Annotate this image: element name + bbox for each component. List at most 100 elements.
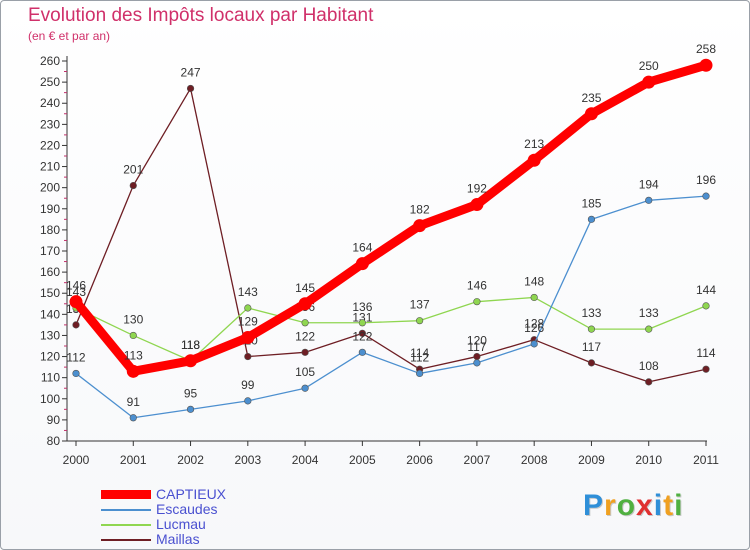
logo-letter: x — [636, 489, 654, 522]
legend-swatch-escaudes — [101, 509, 151, 511]
legend-swatch-captieux — [101, 490, 151, 499]
data-label-escaudes: 185 — [581, 196, 601, 210]
data-label-captieux: 235 — [581, 91, 601, 105]
y-tick-label: 120 — [40, 350, 60, 364]
data-point-captieux — [241, 331, 255, 345]
legend-item-maillas: Maillas — [101, 531, 301, 547]
data-point-escaudes — [702, 192, 710, 200]
data-point-captieux — [184, 354, 198, 368]
data-label-maillas: 128 — [524, 317, 544, 331]
data-label-maillas: 114 — [410, 346, 429, 360]
data-point-escaudes — [473, 359, 481, 367]
y-tick-label: 180 — [40, 223, 60, 237]
logo-letter: i — [653, 489, 664, 522]
data-label-maillas: 117 — [582, 340, 601, 354]
legend-label-lucmau: Lucmau — [156, 516, 206, 532]
x-tick-label: 2003 — [234, 453, 261, 467]
data-point-maillas — [301, 348, 309, 356]
x-tick-label: 2000 — [63, 453, 90, 467]
data-point-captieux — [642, 75, 656, 89]
data-label-escaudes: 126 — [524, 321, 544, 335]
logo-letter: P — [583, 489, 605, 522]
data-label-escaudes: 105 — [295, 365, 315, 379]
data-point-captieux — [699, 58, 713, 72]
data-label-lucmau: 148 — [524, 274, 544, 288]
series-line-captieux — [71, 60, 711, 376]
y-tick-label: 140 — [40, 307, 60, 321]
y-tick-label: 110 — [41, 371, 60, 385]
x-tick-label: 2006 — [406, 453, 433, 467]
data-point-escaudes — [358, 348, 366, 356]
data-label-maillas: 114 — [696, 346, 715, 360]
data-point-maillas — [72, 321, 80, 329]
data-label-escaudes: 196 — [696, 173, 716, 187]
data-label-captieux: 250 — [639, 59, 659, 73]
y-tick-label: 230 — [40, 117, 60, 131]
data-label-lucmau: 137 — [410, 298, 430, 312]
data-label-lucmau: 133 — [639, 306, 659, 320]
data-point-escaudes — [416, 369, 424, 378]
data-label-captieux: 129 — [238, 315, 258, 329]
x-tick-label: 2010 — [635, 453, 662, 467]
data-label-lucmau: 133 — [581, 306, 601, 320]
data-label-maillas: 122 — [295, 329, 315, 343]
data-point-lucmau — [645, 325, 653, 333]
series-line-lucmau — [75, 296, 707, 362]
data-point-captieux — [298, 297, 312, 311]
data-point-lucmau — [129, 331, 137, 340]
data-point-captieux — [413, 219, 427, 233]
data-point-maillas — [244, 352, 252, 361]
data-point-captieux — [355, 257, 369, 271]
data-point-lucmau — [530, 293, 538, 302]
series-line-maillas — [75, 87, 707, 383]
data-point-lucmau — [587, 325, 596, 333]
data-point-escaudes — [72, 369, 80, 378]
data-point-escaudes — [186, 405, 195, 413]
y-tick-label: 80 — [47, 434, 61, 448]
logo-letter: o — [616, 489, 637, 522]
data-point-captieux — [69, 295, 83, 309]
data-label-lucmau: 118 — [181, 338, 200, 352]
data-label-captieux: 164 — [352, 241, 372, 255]
legend-item-lucmau: Lucmau — [101, 516, 301, 532]
data-point-maillas — [358, 329, 366, 337]
x-tick-label: 2011 — [693, 453, 719, 467]
data-point-lucmau — [358, 319, 366, 327]
y-tick-label: 170 — [40, 244, 60, 258]
x-tick-label: 2007 — [464, 453, 491, 467]
legend-label-maillas: Maillas — [156, 531, 200, 547]
data-point-lucmau — [473, 298, 481, 306]
data-point-escaudes — [301, 384, 309, 392]
data-point-escaudes — [530, 340, 538, 348]
legend-item-captieux: CAPTIEUX — [101, 486, 301, 502]
data-point-maillas — [473, 352, 481, 361]
data-point-captieux — [527, 153, 541, 167]
data-label-lucmau: 136 — [352, 300, 372, 314]
data-label-maillas: 131 — [352, 310, 372, 324]
data-point-lucmau — [301, 319, 309, 327]
data-label-captieux: 146 — [66, 279, 86, 293]
legend-label-escaudes: Escaudes — [156, 501, 218, 517]
data-label-escaudes: 91 — [127, 395, 141, 409]
data-label-captieux: 145 — [295, 281, 315, 295]
data-point-captieux — [470, 198, 484, 212]
data-label-captieux: 113 — [124, 348, 143, 362]
data-label-lucmau: 144 — [696, 283, 716, 297]
data-label-lucmau: 143 — [238, 285, 258, 299]
data-label-escaudes: 117 — [467, 340, 486, 354]
logo-letter: i — [674, 489, 684, 522]
y-tick-label: 260 — [40, 54, 60, 68]
data-label-captieux: 258 — [696, 42, 716, 56]
x-tick-label: 2004 — [292, 453, 319, 467]
x-tick-label: 2005 — [349, 453, 376, 467]
data-point-maillas — [702, 365, 710, 373]
data-point-lucmau — [416, 317, 424, 325]
data-label-lucmau: 130 — [123, 312, 143, 326]
y-tick-label: 150 — [40, 286, 60, 300]
data-point-captieux — [126, 364, 140, 378]
data-point-lucmau — [702, 302, 710, 310]
data-point-lucmau — [244, 304, 252, 312]
chart-subtitle: (en € et par an) — [28, 29, 111, 43]
